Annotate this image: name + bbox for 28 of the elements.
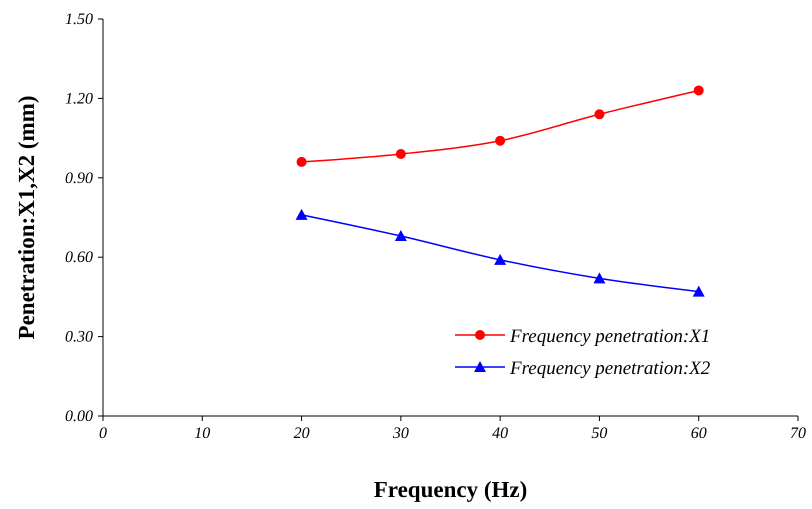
y-axis-title: Penetration:X1,X2 (mm) bbox=[14, 96, 39, 340]
x-tick-label: 50 bbox=[591, 425, 608, 442]
x-tick-label: 40 bbox=[492, 425, 508, 442]
x-tick-label: 30 bbox=[392, 425, 409, 442]
x-tick-label: 10 bbox=[194, 425, 210, 442]
y-tick-label: 0.30 bbox=[65, 328, 93, 346]
y-tick-label: 1.20 bbox=[65, 90, 93, 108]
point bbox=[692, 286, 705, 297]
point bbox=[394, 230, 407, 242]
x-tick-label: 20 bbox=[294, 425, 310, 442]
point bbox=[593, 272, 606, 284]
point bbox=[594, 109, 604, 120]
x-axis-title: Frequency (Hz) bbox=[374, 477, 528, 502]
point bbox=[494, 254, 506, 265]
y-tick-label: 0.90 bbox=[65, 170, 93, 187]
point bbox=[495, 136, 506, 146]
point bbox=[396, 148, 406, 159]
point bbox=[296, 208, 308, 220]
y-tick-label: 1.50 bbox=[65, 11, 93, 28]
y-tick-label: 0.00 bbox=[65, 408, 93, 425]
x-tick-label: 70 bbox=[790, 425, 806, 442]
point bbox=[694, 85, 704, 96]
x-tick-label: 60 bbox=[690, 425, 707, 442]
legend-label: Frequency penetration:X1 bbox=[509, 326, 710, 347]
y-tick-label: 0.60 bbox=[65, 249, 93, 266]
x-tick-label: 0 bbox=[99, 425, 107, 442]
point bbox=[296, 156, 307, 167]
legend-label: Frequency penetration:X2 bbox=[509, 358, 711, 379]
